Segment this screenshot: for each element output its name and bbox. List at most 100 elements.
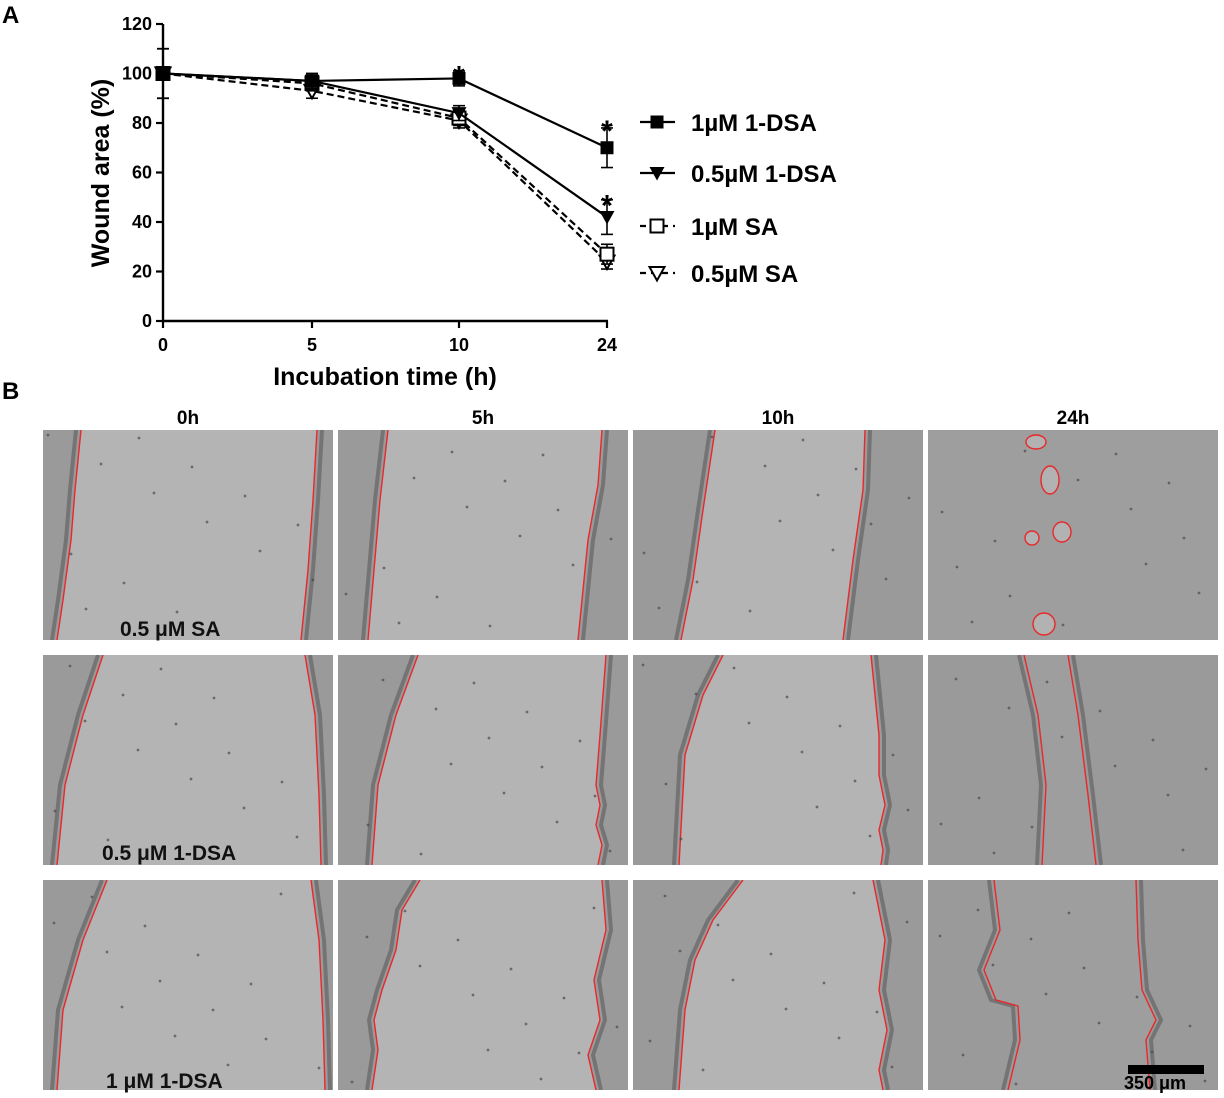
cell-dot (503, 479, 507, 483)
cell-dot (648, 1039, 652, 1043)
cell-dot (143, 924, 147, 928)
cell-dot (769, 952, 773, 956)
cell-dot (1135, 995, 1139, 999)
cell-edge (672, 655, 720, 865)
cell-edge (308, 655, 328, 865)
cell-edge (846, 430, 872, 640)
micrograph-tile (43, 655, 333, 865)
cell-edge (50, 655, 100, 865)
wound-boundary (678, 655, 724, 865)
micrograph-background (928, 430, 1218, 640)
cell-dot (954, 677, 958, 681)
wound-boundary (1023, 655, 1047, 865)
cell-dot (434, 707, 438, 711)
cell-dot (1188, 1024, 1192, 1028)
cell-edge (1139, 880, 1164, 1090)
cell-dot (940, 510, 944, 514)
cell-edge (1071, 655, 1103, 865)
cell-dot (465, 505, 469, 509)
cell-edge (598, 655, 613, 865)
wound-boundary (56, 430, 82, 640)
micrograph-tile (633, 880, 923, 1090)
cell-edge (50, 880, 104, 1090)
cell-dot (525, 710, 529, 714)
cell-dot (785, 695, 789, 699)
cell-dot (311, 578, 315, 582)
legend-label: 1µM SA (691, 214, 778, 241)
cell-dot (1008, 594, 1012, 598)
cell-dot (175, 610, 179, 614)
cell-dot (732, 666, 736, 670)
cell-dot (1203, 1079, 1207, 1083)
micrograph-background (43, 430, 333, 640)
cell-dot (555, 820, 559, 824)
cell-dot (264, 1037, 268, 1041)
cell-dot (1129, 507, 1133, 511)
series-line (162, 72, 608, 149)
cell-edge (1017, 655, 1044, 865)
series-2 (155, 47, 615, 265)
data-point (599, 211, 615, 225)
micrograph-image (338, 430, 628, 640)
wound-boundary (56, 655, 104, 865)
cell-dot (518, 534, 522, 538)
micrograph-tile (338, 880, 628, 1090)
legend-label: 1µM 1-DSA (691, 110, 817, 137)
data-point (452, 71, 466, 85)
column-header-24h: 24h (1056, 408, 1090, 429)
cell-dot (450, 450, 454, 454)
cell-dot (875, 1010, 879, 1014)
wound-boundary (678, 880, 744, 1090)
cell-dot (657, 606, 661, 610)
wound-boundary (842, 430, 866, 640)
micrograph-tile (43, 430, 333, 640)
cell-dot (83, 719, 87, 723)
micrograph-image (633, 655, 923, 865)
series-line (162, 72, 608, 218)
series-3 (153, 47, 617, 272)
cell-dot (578, 739, 582, 743)
cell-dot (747, 721, 751, 725)
cell-dot (854, 467, 858, 471)
cell-dot (296, 523, 300, 527)
cell-dot (472, 681, 476, 685)
cell-dot (939, 822, 943, 826)
cell-dot (121, 693, 125, 697)
cell-region-right (871, 655, 923, 865)
cell-region-left (633, 430, 715, 640)
cell-dot (243, 494, 247, 498)
micrograph-background (338, 430, 628, 640)
micrograph-image (43, 430, 333, 640)
cell-dot (52, 921, 56, 925)
cell-edge (874, 655, 893, 865)
cell-dot (381, 678, 385, 682)
cell-dot (68, 664, 72, 668)
cell-dot (890, 1065, 894, 1069)
cell-dot (905, 920, 909, 924)
cell-dot (1167, 481, 1171, 485)
cell-dot (105, 950, 109, 954)
series-0 (156, 47, 614, 169)
cell-dot (869, 522, 873, 526)
cell-dot (1023, 449, 1027, 453)
cell-dot (344, 592, 348, 596)
cell-dot (152, 491, 156, 495)
micrograph-image (338, 880, 628, 1090)
cell-dot (701, 1068, 705, 1072)
wound-boundary (310, 880, 326, 1090)
cell-dot (1098, 709, 1102, 713)
significance-star: * (601, 189, 613, 222)
cell-dot (365, 935, 369, 939)
micrograph-tile (928, 655, 1218, 865)
cell-edge (361, 430, 385, 640)
cell-dot (710, 435, 714, 439)
cell-dot (412, 476, 416, 480)
cell-edge (976, 880, 1018, 1090)
micrograph-tile (338, 430, 628, 640)
cell-dot (173, 1034, 177, 1038)
cell-dot (46, 433, 50, 437)
cell-dot (419, 852, 423, 856)
cell-dot (1151, 738, 1155, 742)
cell-dot (977, 796, 981, 800)
wound-boundary (371, 880, 421, 1090)
